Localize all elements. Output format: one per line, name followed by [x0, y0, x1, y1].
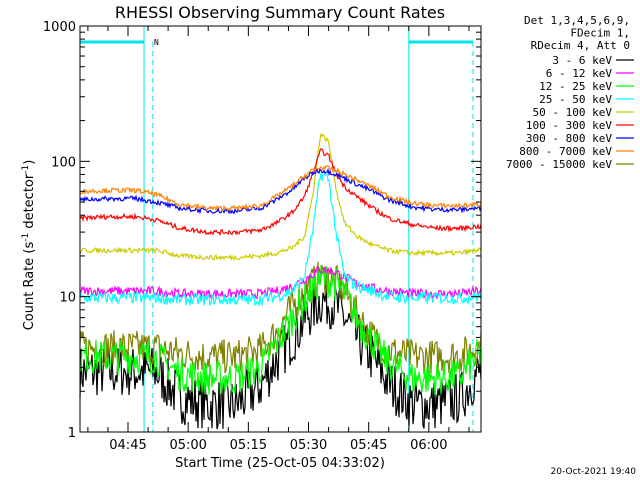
legend-entry-label: 25 - 50 keV: [539, 93, 612, 106]
series-line-800-7000kev: [79, 165, 482, 213]
legend-entry-label: 800 - 7000 keV: [519, 145, 612, 158]
attenuator-flag-label: N: [154, 38, 159, 47]
plot-area: N: [79, 26, 482, 432]
x-tick-label: 05:45: [350, 438, 387, 453]
legend: Det 1,3,4,5,6,9,FDecim 1,RDecim 4, Att 0…: [506, 14, 634, 171]
series-line-7000-15000kev: [79, 261, 482, 375]
legend-entry-label: 12 - 25 keV: [539, 80, 612, 93]
chart-title: RHESSI Observing Summary Count Rates: [115, 3, 445, 22]
y-axis-label: Count Rate (s-1 detector-1): [21, 160, 37, 331]
series-line-300-800kev: [79, 167, 482, 215]
x-tick-label: 05:30: [290, 438, 327, 453]
x-tick-label: 05:15: [230, 438, 267, 453]
y-tick-label: 1: [68, 426, 76, 441]
x-tick-label: 05:00: [169, 438, 206, 453]
legend-header-line: RDecim 4, Att 0: [531, 39, 630, 52]
series-line-25-50kev: [79, 173, 482, 307]
legend-entry-label: 50 - 100 keV: [533, 106, 613, 119]
y-tick-label: 10: [59, 291, 76, 306]
legend-header-line: FDecim 1,: [570, 27, 630, 40]
x-axis-label: Start Time (25-Oct-05 04:33:02): [175, 456, 385, 471]
series-line-50-100kev: [79, 133, 482, 262]
legend-entry-label: 100 - 300 keV: [526, 119, 612, 132]
axes: 1 10 100 1000 04:45 05:00 05:15 05:30 05:45 06:00: [43, 20, 482, 453]
y-tick-label: 1000: [43, 20, 76, 35]
series-line-100-300kev: [79, 148, 482, 237]
legend-entry-label: 300 - 800 keV: [526, 132, 612, 145]
y-tick-label: 100: [51, 155, 76, 170]
legend-entry-label: 3 - 6 keV: [552, 54, 612, 67]
legend-header-line: Det 1,3,4,5,6,9,: [524, 14, 630, 27]
series-line-6-12kev: [79, 266, 482, 301]
timestamp: 20-Oct-2021 19:40: [551, 467, 637, 477]
legend-entry-label: 6 - 12 keV: [546, 67, 613, 80]
legend-entry-label: 7000 - 15000 keV: [506, 158, 612, 171]
series-line-12-25kev: [79, 264, 482, 396]
plot-frame: [79, 25, 482, 433]
x-tick-label: 06:00: [410, 438, 447, 453]
x-tick-label: 04:45: [109, 438, 146, 453]
